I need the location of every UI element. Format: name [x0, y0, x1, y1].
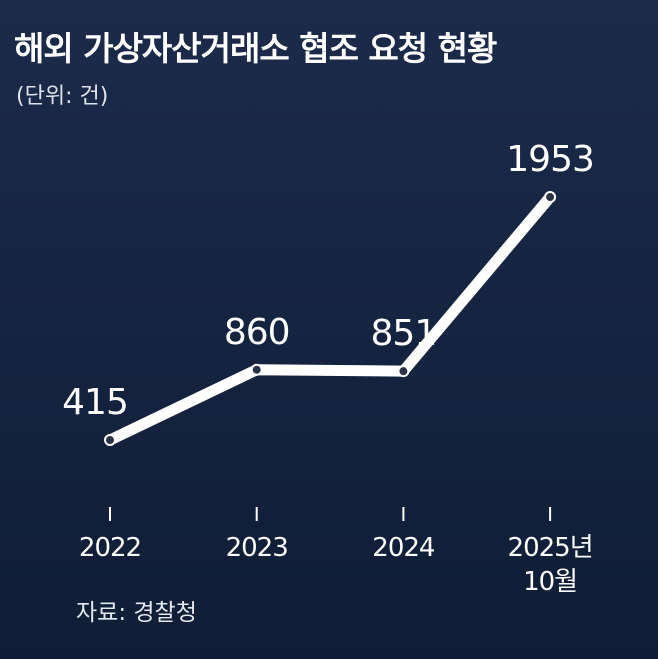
point — [397, 365, 410, 378]
point — [104, 434, 116, 447]
point — [544, 191, 557, 204]
x-tick-label: 2024 — [372, 533, 435, 563]
chart-subtitle: (단위: 건) — [16, 84, 109, 109]
x-tick-label: 2025년 10월 — [507, 533, 594, 597]
x-tick-label: 2022 — [78, 533, 142, 563]
value-label: 851 — [370, 313, 438, 355]
point — [250, 363, 263, 376]
source: 자료: 경찰청 — [76, 600, 197, 626]
value-label: 1953 — [506, 139, 595, 181]
x-tick-label: 2023 — [225, 533, 289, 563]
chart-title: 해외 가상자산거래소 협조 요청 현황 — [14, 29, 497, 68]
value-label: 860 — [223, 311, 291, 353]
line — [104, 191, 556, 446]
value-label: 415 — [62, 382, 129, 424]
